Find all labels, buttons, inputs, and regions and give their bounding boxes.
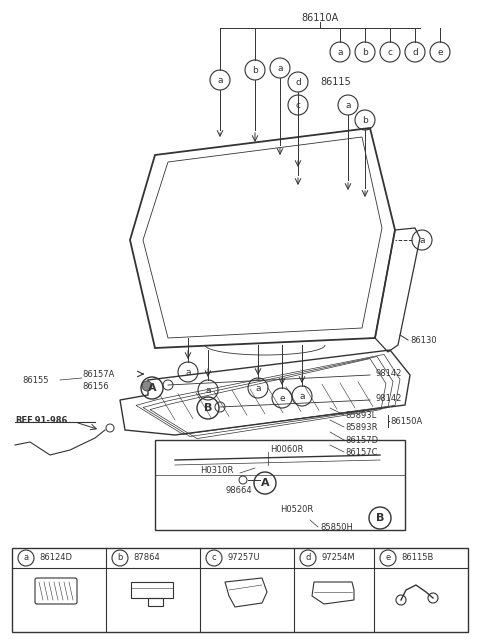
Text: 87864: 87864 xyxy=(133,554,160,563)
Text: a: a xyxy=(185,367,191,376)
Bar xyxy=(148,598,163,606)
Text: c: c xyxy=(296,100,300,109)
Text: H0520R: H0520R xyxy=(280,506,313,515)
Text: 86110A: 86110A xyxy=(301,13,338,23)
Text: B: B xyxy=(376,513,384,523)
Text: 86124D: 86124D xyxy=(39,554,72,563)
Text: d: d xyxy=(295,77,301,86)
Text: 85893R: 85893R xyxy=(345,422,377,431)
Text: a: a xyxy=(24,554,29,563)
Text: 98142: 98142 xyxy=(375,369,401,378)
Text: e: e xyxy=(385,554,391,563)
Text: 86157D: 86157D xyxy=(345,435,378,445)
Text: a: a xyxy=(299,392,305,401)
Text: 85850H: 85850H xyxy=(320,522,353,531)
Text: REF.91-986: REF.91-986 xyxy=(15,415,67,424)
Text: b: b xyxy=(117,554,123,563)
Text: a: a xyxy=(345,100,351,109)
Text: 86130: 86130 xyxy=(410,335,437,344)
Text: A: A xyxy=(261,478,269,488)
Text: b: b xyxy=(362,47,368,56)
Text: 97254M: 97254M xyxy=(321,554,355,563)
Bar xyxy=(12,548,468,632)
Text: 98664: 98664 xyxy=(225,486,252,495)
Text: A: A xyxy=(148,383,156,393)
Text: a: a xyxy=(255,383,261,392)
Text: B: B xyxy=(204,403,212,413)
Text: 86115B: 86115B xyxy=(401,554,433,563)
Bar xyxy=(155,440,405,530)
Text: 86156: 86156 xyxy=(82,381,108,390)
Text: 98142: 98142 xyxy=(375,394,401,403)
Text: e: e xyxy=(437,47,443,56)
Text: 97257U: 97257U xyxy=(227,554,260,563)
Text: 86150A: 86150A xyxy=(390,417,422,426)
Bar xyxy=(131,582,173,598)
Text: d: d xyxy=(305,554,311,563)
Text: H0310R: H0310R xyxy=(200,465,233,474)
Text: b: b xyxy=(362,115,368,125)
Text: a: a xyxy=(217,76,223,84)
Text: a: a xyxy=(205,385,211,394)
Text: c: c xyxy=(387,47,393,56)
Text: b: b xyxy=(252,65,258,74)
Text: d: d xyxy=(412,47,418,56)
Text: 86155: 86155 xyxy=(22,376,48,385)
Text: 86157C: 86157C xyxy=(345,447,377,456)
Text: e: e xyxy=(279,394,285,403)
Text: 86115: 86115 xyxy=(320,77,351,87)
Text: 85893L: 85893L xyxy=(345,410,376,419)
Text: a: a xyxy=(337,47,343,56)
Text: a: a xyxy=(277,63,283,72)
Text: 86157A: 86157A xyxy=(82,369,114,378)
Text: a: a xyxy=(419,236,425,244)
Circle shape xyxy=(142,381,152,391)
Text: c: c xyxy=(212,554,216,563)
Text: H0060R: H0060R xyxy=(270,445,303,454)
